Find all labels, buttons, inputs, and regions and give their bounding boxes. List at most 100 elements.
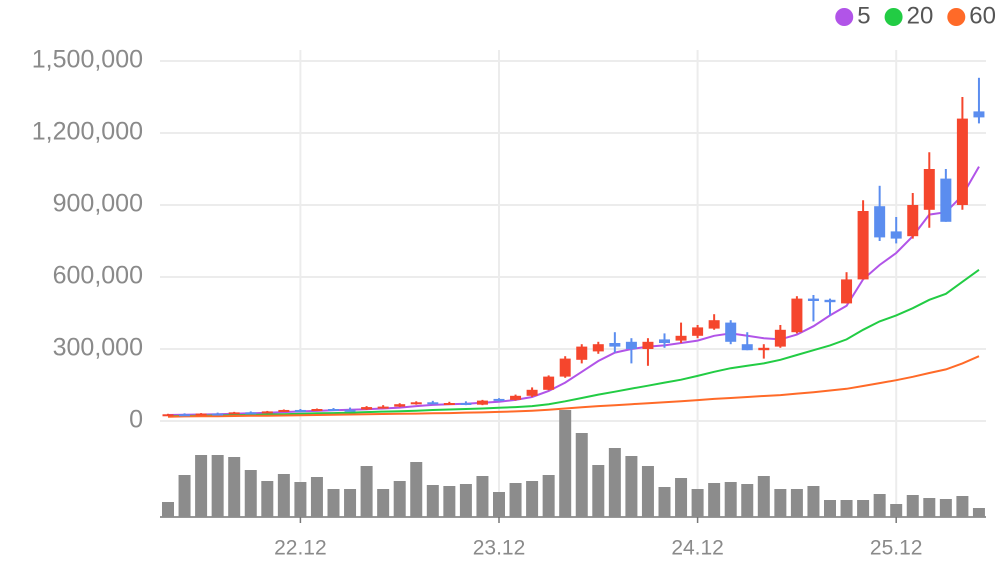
candle-body <box>841 279 853 304</box>
volume-bar <box>277 474 290 517</box>
volume-bar <box>377 489 390 517</box>
x-tick-label: 23.12 <box>473 537 526 560</box>
legend-label: 60 <box>969 2 996 29</box>
ma-line <box>167 268 980 418</box>
volume-bar <box>344 489 357 517</box>
candle-body <box>807 298 819 301</box>
volume-bar <box>476 476 489 517</box>
x-tick-label: 25.12 <box>870 537 923 560</box>
ma-line <box>167 355 980 418</box>
legend-dot <box>835 8 854 26</box>
candle-body <box>311 409 323 411</box>
y-tick-label: 600,000 <box>53 262 143 290</box>
volume-bar <box>790 489 803 517</box>
volume-bar <box>410 462 423 517</box>
volume-bar <box>294 482 307 517</box>
candle-body <box>857 211 869 280</box>
candle-body <box>940 178 952 222</box>
candle-body <box>675 335 687 341</box>
volume-bar <box>443 486 456 517</box>
candle-body <box>328 409 339 411</box>
candle-body <box>576 346 588 360</box>
y-tick-label: 1,200,000 <box>32 118 143 146</box>
volume-bar <box>757 476 770 517</box>
volume-bar <box>741 484 754 517</box>
candle-body <box>294 409 306 412</box>
grid <box>160 50 986 517</box>
volume-bar <box>625 456 638 517</box>
candle-body <box>212 413 224 416</box>
candle-body <box>228 412 240 415</box>
volume-bar <box>840 500 853 517</box>
x-tick-label: 24.12 <box>671 537 724 560</box>
volume-bar <box>956 496 969 517</box>
candle-body <box>361 407 373 410</box>
candle-body <box>609 343 621 347</box>
volume-bar <box>575 433 588 517</box>
volume-bar <box>592 465 605 517</box>
candle-body <box>625 341 637 349</box>
candle-body <box>890 231 902 239</box>
legend-label: 5 <box>857 2 870 29</box>
legend-label: 20 <box>907 2 934 29</box>
candle-body <box>791 298 803 333</box>
volume-bar <box>972 508 985 517</box>
volume-bar <box>608 448 621 517</box>
candle-body <box>460 403 472 405</box>
volume-bar <box>857 500 870 517</box>
candle-body <box>195 413 207 416</box>
volume-bar <box>559 410 572 517</box>
y-tick-label: 1,500,000 <box>32 46 143 74</box>
candle-body <box>741 344 753 351</box>
volume-bar <box>178 475 191 517</box>
volume-bar <box>923 498 936 517</box>
candle-body <box>427 402 439 405</box>
volume-bar <box>162 502 174 517</box>
volume-bar <box>459 484 472 517</box>
candle-body <box>708 320 720 329</box>
volume-bar <box>360 466 373 517</box>
volume-bar <box>824 500 836 517</box>
candle-body <box>443 403 455 405</box>
candle-body <box>592 344 604 352</box>
candle-body <box>344 409 356 412</box>
candle-body <box>774 329 786 347</box>
candle-body <box>923 169 935 210</box>
candle-body <box>261 411 273 414</box>
candle-body <box>874 206 886 238</box>
y-tick-label: 900,000 <box>53 190 143 218</box>
volume-bar <box>261 481 274 517</box>
candle-body <box>162 414 174 417</box>
volume-bar <box>641 466 654 517</box>
volume-bar <box>493 492 505 517</box>
x-tick-label: 22.12 <box>274 537 327 560</box>
candle-body <box>758 347 770 351</box>
candle-body <box>476 400 488 405</box>
volume-bar <box>426 485 439 517</box>
candle-body <box>179 414 191 417</box>
candle-body <box>642 341 654 349</box>
candle-body <box>659 339 670 343</box>
volume-bar <box>939 499 952 517</box>
candle-body <box>245 412 257 415</box>
candle-body <box>377 406 389 409</box>
volume-bar <box>393 481 406 517</box>
legend-dot <box>884 8 903 26</box>
volume-bar <box>807 486 820 517</box>
y-tick-label: 300,000 <box>53 334 143 362</box>
volume-bar <box>310 477 323 517</box>
candle-body <box>510 395 522 400</box>
candle-body <box>543 376 555 390</box>
volume-bar <box>691 489 704 517</box>
candle-body <box>824 299 836 303</box>
candle-body <box>907 205 919 237</box>
volume-bar <box>327 489 340 517</box>
y-tick-label: 0 <box>129 406 143 434</box>
volume-bar <box>509 483 522 517</box>
candle-body <box>973 111 985 118</box>
candle-body <box>725 322 737 342</box>
ma-line <box>167 166 980 416</box>
candle-body <box>278 409 290 412</box>
volume-bar <box>195 455 208 517</box>
